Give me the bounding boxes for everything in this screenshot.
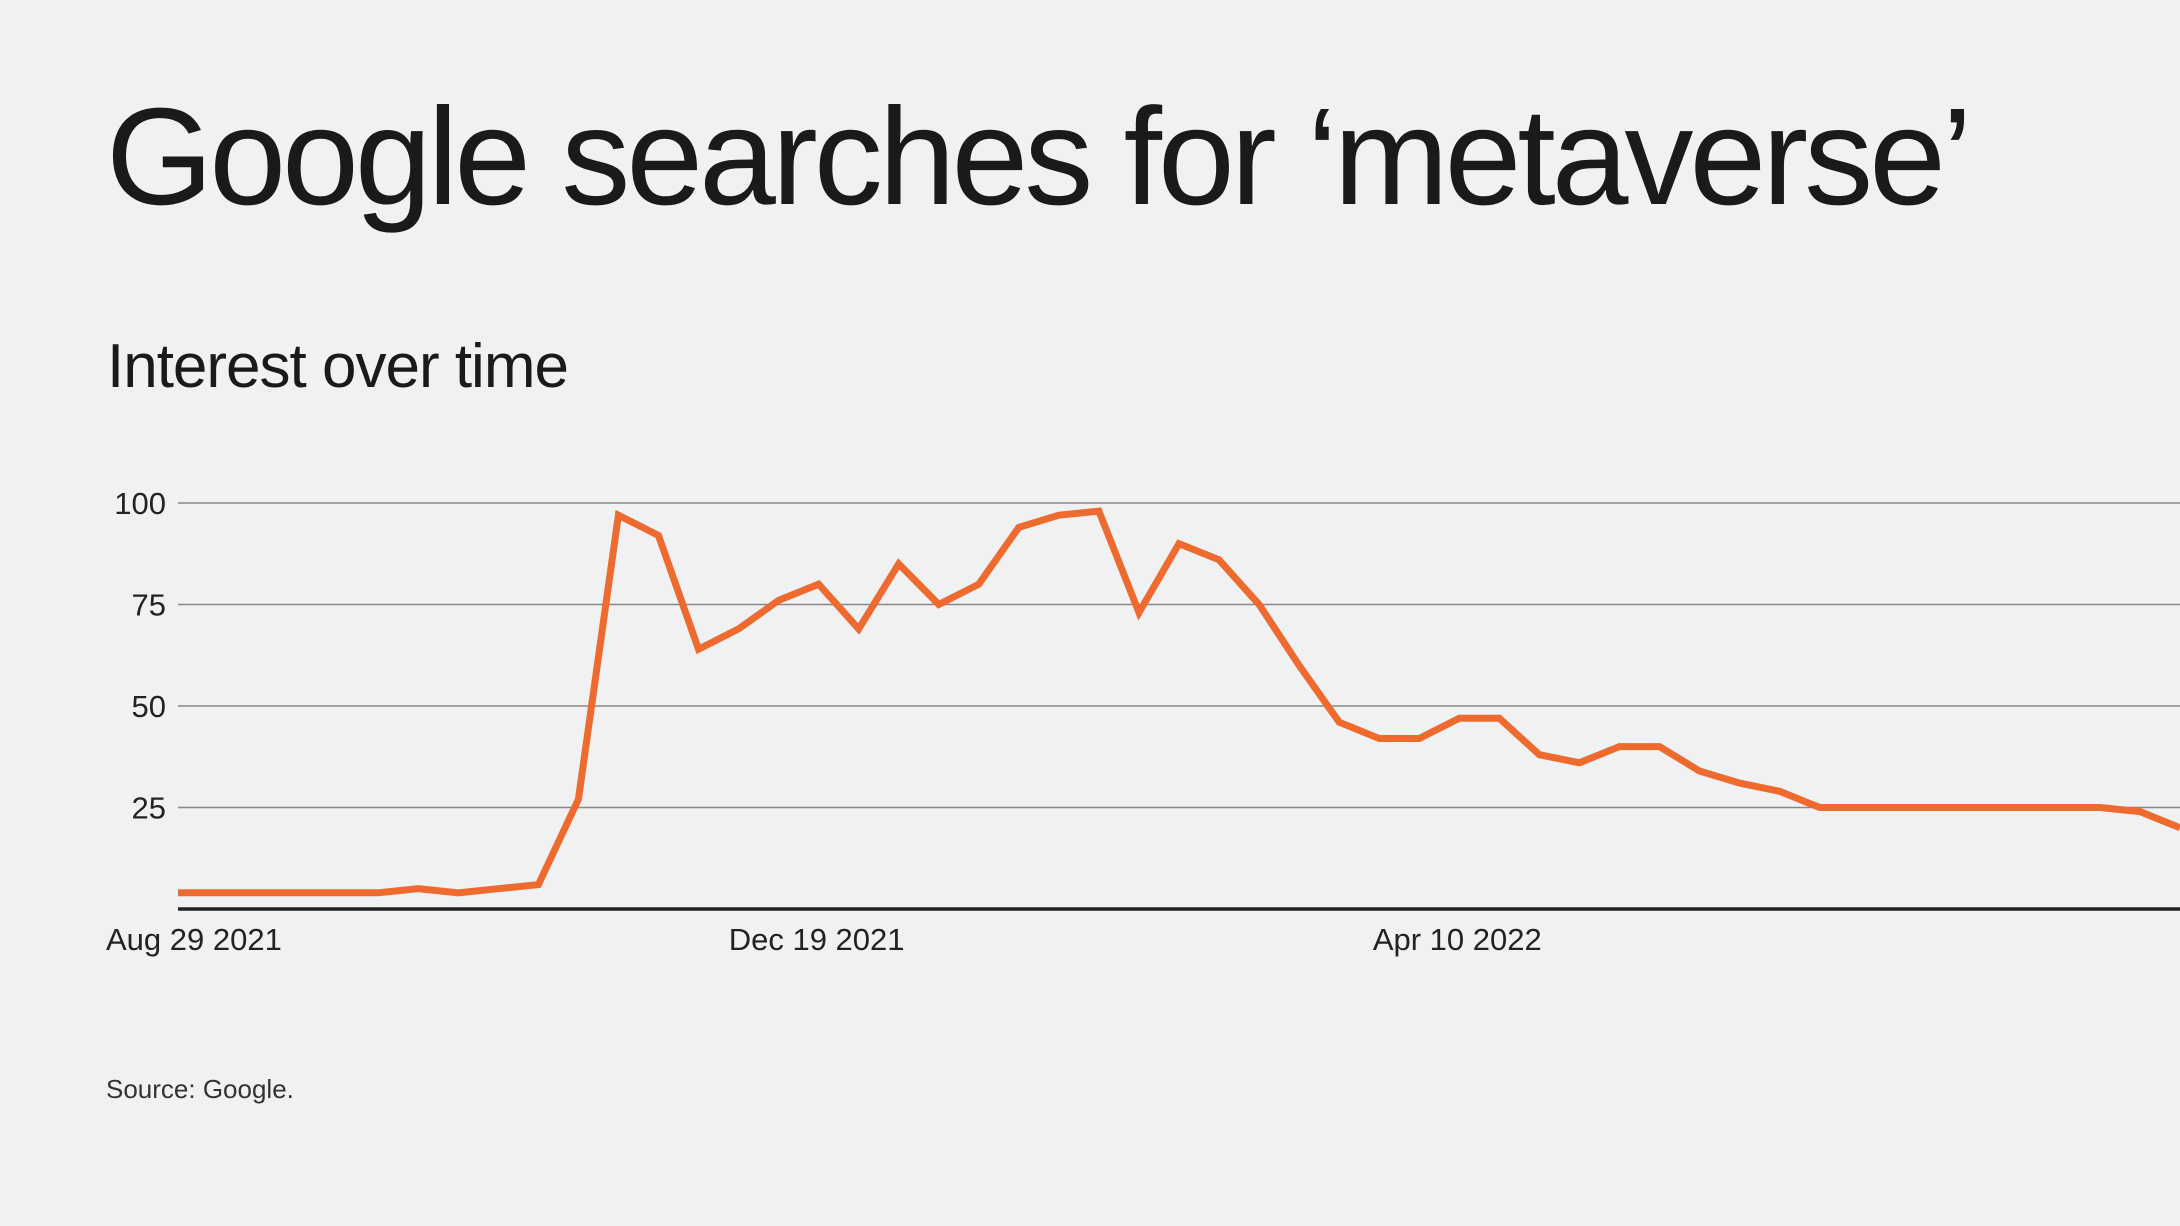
x-tick-label: Apr 10 2022	[1373, 922, 1542, 957]
chart-title: Google searches for ‘metaverse’	[106, 80, 1973, 234]
y-tick-label: 50	[132, 689, 166, 724]
x-tick-label: Aug 29 2021	[106, 922, 282, 957]
source-note: Source: Google.	[106, 1074, 294, 1104]
y-tick-label: 100	[114, 486, 166, 521]
y-axis-ticks: 25 50 75 100	[114, 486, 166, 826]
series-line-metaverse	[178, 507, 2180, 897]
chart-subtitle: Interest over time	[107, 332, 569, 401]
y-tick-label: 25	[132, 791, 166, 826]
x-axis-ticks: Aug 29 2021 Dec 19 2021 Apr 10 2022	[106, 922, 1542, 957]
y-tick-label: 75	[132, 588, 166, 623]
x-tick-label: Dec 19 2021	[729, 922, 905, 957]
